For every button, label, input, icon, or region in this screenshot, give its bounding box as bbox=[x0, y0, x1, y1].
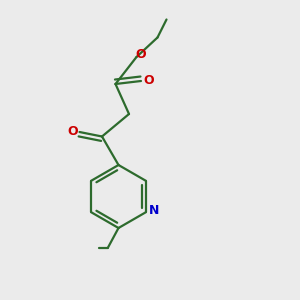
Text: N: N bbox=[149, 204, 159, 217]
Text: O: O bbox=[135, 48, 146, 61]
Text: O: O bbox=[143, 74, 154, 87]
Text: O: O bbox=[67, 124, 78, 138]
